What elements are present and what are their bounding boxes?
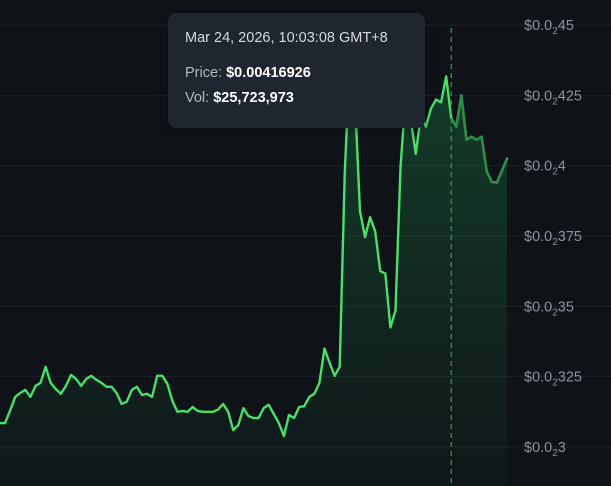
price-series-line-after-cursor bbox=[450, 94, 509, 184]
price-tooltip: Mar 24, 2026, 10:03:08 GMT+8 Price: $0.0… bbox=[168, 13, 425, 128]
y-tick-label: $0.0245 bbox=[524, 18, 574, 37]
tooltip-volume-label: Vol: bbox=[185, 90, 210, 106]
y-tick-label: $0.02375 bbox=[524, 229, 582, 248]
tooltip-price-value: $0.00416926 bbox=[226, 64, 311, 81]
y-tick-label: $0.0235 bbox=[524, 299, 574, 318]
y-tick-label: $0.023 bbox=[524, 440, 566, 459]
tooltip-date: Mar 24, 2026, 10:03:08 GMT+8 bbox=[185, 30, 388, 46]
tooltip-price-row: Price: $0.00416926 bbox=[185, 64, 425, 81]
tooltip-volume-value: $25,723,973 bbox=[213, 90, 294, 106]
price-area-fill bbox=[0, 60, 507, 486]
y-tick-label: $0.024 bbox=[524, 159, 566, 178]
tooltip-volume-row: Vol: $25,723,973 bbox=[185, 91, 425, 106]
y-tick-label: $0.02425 bbox=[524, 88, 582, 107]
y-axis-tick-labels: $0.0245 $0.02425 $0.024 $0.02375 $0.0235 $0.0… bbox=[524, 18, 582, 459]
y-tick-label: $0.02325 bbox=[524, 370, 582, 389]
tooltip-price-label: Price: bbox=[185, 64, 223, 81]
